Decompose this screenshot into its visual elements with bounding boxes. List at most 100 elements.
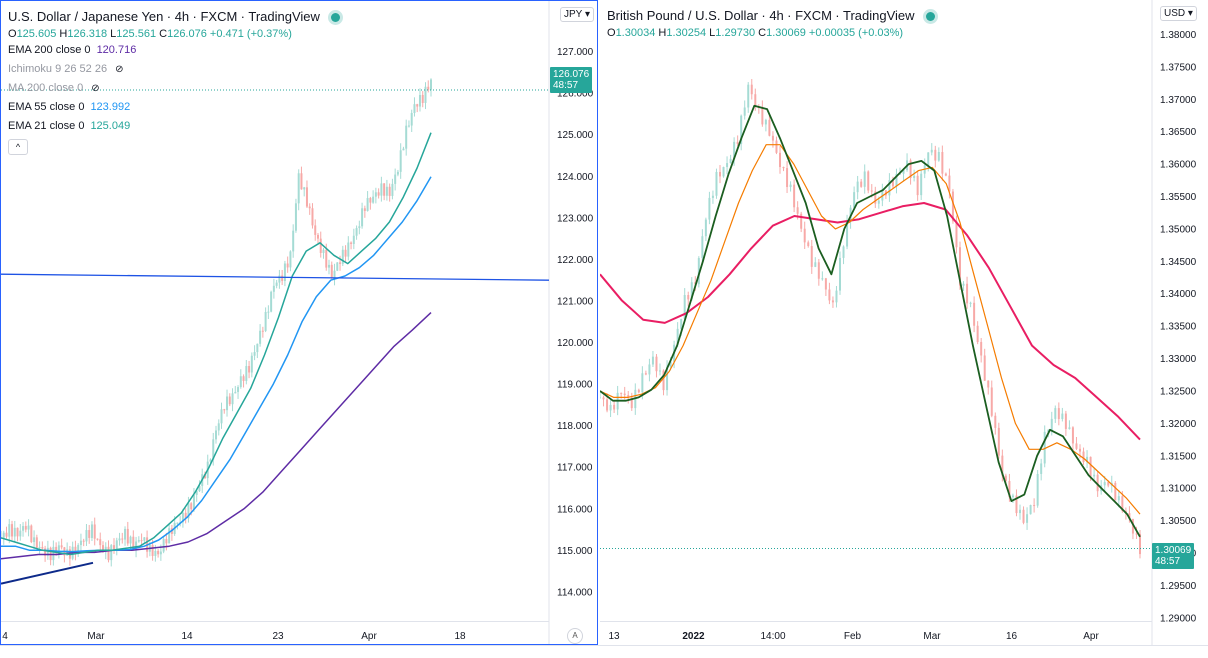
- candle-body: [231, 393, 234, 405]
- candle-body: [82, 540, 85, 542]
- price-tick-label: 125.000: [557, 130, 594, 141]
- candle-body: [228, 396, 231, 405]
- candle-body: [701, 236, 704, 259]
- candle-body: [184, 512, 187, 519]
- candle-body: [292, 230, 295, 252]
- candle-body: [740, 115, 743, 144]
- usdjpy-interval: 4h: [174, 9, 190, 24]
- candle-body: [226, 396, 229, 411]
- indicator-ema200[interactable]: EMA 200 close 0 120.716: [8, 44, 137, 56]
- candle-body: [1004, 475, 1007, 482]
- candle-body: [715, 171, 718, 196]
- candle-body: [24, 526, 27, 530]
- gbpusd-symbol-title[interactable]: British Pound / U.S. Dollar: [607, 8, 759, 23]
- candle-body: [927, 152, 930, 166]
- candle-body: [729, 158, 732, 164]
- collapse-legend-button[interactable]: ^: [8, 139, 28, 155]
- candle-body: [165, 538, 168, 544]
- candle-body: [1001, 455, 1004, 476]
- usdjpy-symbol-title[interactable]: U.S. Dollar / Japanese Yen: [8, 9, 164, 24]
- usdjpy-currency-button[interactable]: JPY ▾: [560, 7, 594, 22]
- auto-scale-button[interactable]: A: [567, 628, 583, 644]
- candle-body: [1036, 473, 1039, 506]
- hidden-eye-icon[interactable]: ⊘: [91, 83, 100, 94]
- price-tick-label: 1.33000: [1160, 354, 1197, 365]
- candle-body: [248, 366, 251, 373]
- candle-body: [215, 430, 217, 440]
- bottom-toolbar: [0, 645, 1208, 658]
- candle-body: [396, 171, 399, 175]
- candle-body: [690, 282, 693, 300]
- candle-body: [736, 141, 739, 144]
- candle-body: [846, 221, 849, 247]
- candle-body: [245, 366, 248, 381]
- candle-body: [8, 524, 11, 537]
- gbpusd-legend: British Pound / U.S. Dollar · 4h · FXCM …: [607, 6, 935, 40]
- gbpusd-chart-canvas[interactable]: 1.38000 1.37500 1.37000 1.36500 1.36000 1.355…: [600, 0, 1208, 645]
- hidden-eye-icon[interactable]: ⊘: [115, 64, 124, 75]
- time-tick-label: Feb: [844, 631, 862, 642]
- candle-body: [867, 171, 870, 191]
- candle-body: [722, 167, 725, 177]
- candle-body: [955, 221, 958, 248]
- candle-body: [418, 94, 421, 107]
- candle-body: [899, 173, 901, 175]
- candle-body: [786, 168, 789, 188]
- candle-body: [330, 264, 333, 279]
- candle-body: [234, 391, 237, 394]
- price-tick-label: 1.33500: [1160, 322, 1197, 333]
- candle-body: [383, 183, 386, 196]
- candle-body: [803, 228, 806, 243]
- candle-body: [154, 550, 157, 556]
- candle-body: [814, 262, 817, 267]
- ema-mid-line: [600, 144, 1141, 515]
- gbpusd-chart-panel[interactable]: 1.38000 1.37500 1.37000 1.36500 1.36000 1.355…: [600, 0, 1208, 645]
- candle-body: [311, 208, 314, 226]
- usdjpy-chart-panel[interactable]: 127.000 126.000 125.000 124.000 123.000 122.0…: [0, 0, 598, 645]
- candle-body: [294, 203, 297, 231]
- candle-body: [916, 175, 919, 196]
- candle-body: [1139, 533, 1141, 555]
- candle-body: [107, 546, 110, 561]
- candle-body: [399, 150, 402, 172]
- time-tick-label: 16: [1006, 631, 1018, 642]
- candle-body: [662, 370, 665, 391]
- candle-body: [242, 376, 245, 381]
- indicator-ichimoku[interactable]: Ichimoku 9 26 52 26 ⊘: [8, 60, 340, 79]
- candle-body: [132, 536, 135, 551]
- indicator-ma200[interactable]: MA 200 close 0 ⊘: [8, 79, 340, 98]
- candle-body: [110, 545, 113, 561]
- candle-body: [319, 238, 322, 253]
- candle-body: [743, 107, 746, 116]
- usdjpy-chart-canvas[interactable]: 127.000 126.000 125.000 124.000 123.000 122.0…: [1, 1, 597, 644]
- candle-body: [1061, 413, 1064, 420]
- candle-body: [410, 112, 413, 126]
- candle-body: [1054, 408, 1057, 419]
- candle-body: [2, 532, 5, 538]
- candle-body: [1121, 496, 1124, 511]
- gbpusd-currency-button[interactable]: USD ▾: [1160, 6, 1197, 21]
- candle-body: [129, 536, 132, 544]
- candle-body: [278, 275, 281, 283]
- indicator-ema55[interactable]: EMA 55 close 0 123.992: [8, 101, 131, 113]
- candle-body: [687, 294, 690, 300]
- candle-body: [316, 234, 319, 239]
- candle-body: [424, 86, 427, 103]
- indicator-ema21[interactable]: EMA 21 close 0 125.049: [8, 120, 131, 132]
- candle-body: [600, 397, 601, 399]
- market-status-dot: [331, 13, 341, 23]
- candle-body: [66, 549, 69, 556]
- price-tick-label: 1.32500: [1160, 386, 1197, 397]
- candle-body: [1040, 463, 1043, 474]
- candle-body: [824, 278, 827, 290]
- candle-body: [135, 541, 138, 551]
- candle-body: [602, 397, 605, 400]
- candle-body: [281, 275, 284, 281]
- candle-body: [272, 285, 275, 292]
- candle-body: [627, 394, 630, 398]
- candle-body: [11, 524, 14, 537]
- candle-body: [835, 290, 838, 303]
- candle-body: [220, 409, 223, 424]
- candle-body: [52, 546, 55, 561]
- usdjpy-close: 126.076: [167, 28, 207, 40]
